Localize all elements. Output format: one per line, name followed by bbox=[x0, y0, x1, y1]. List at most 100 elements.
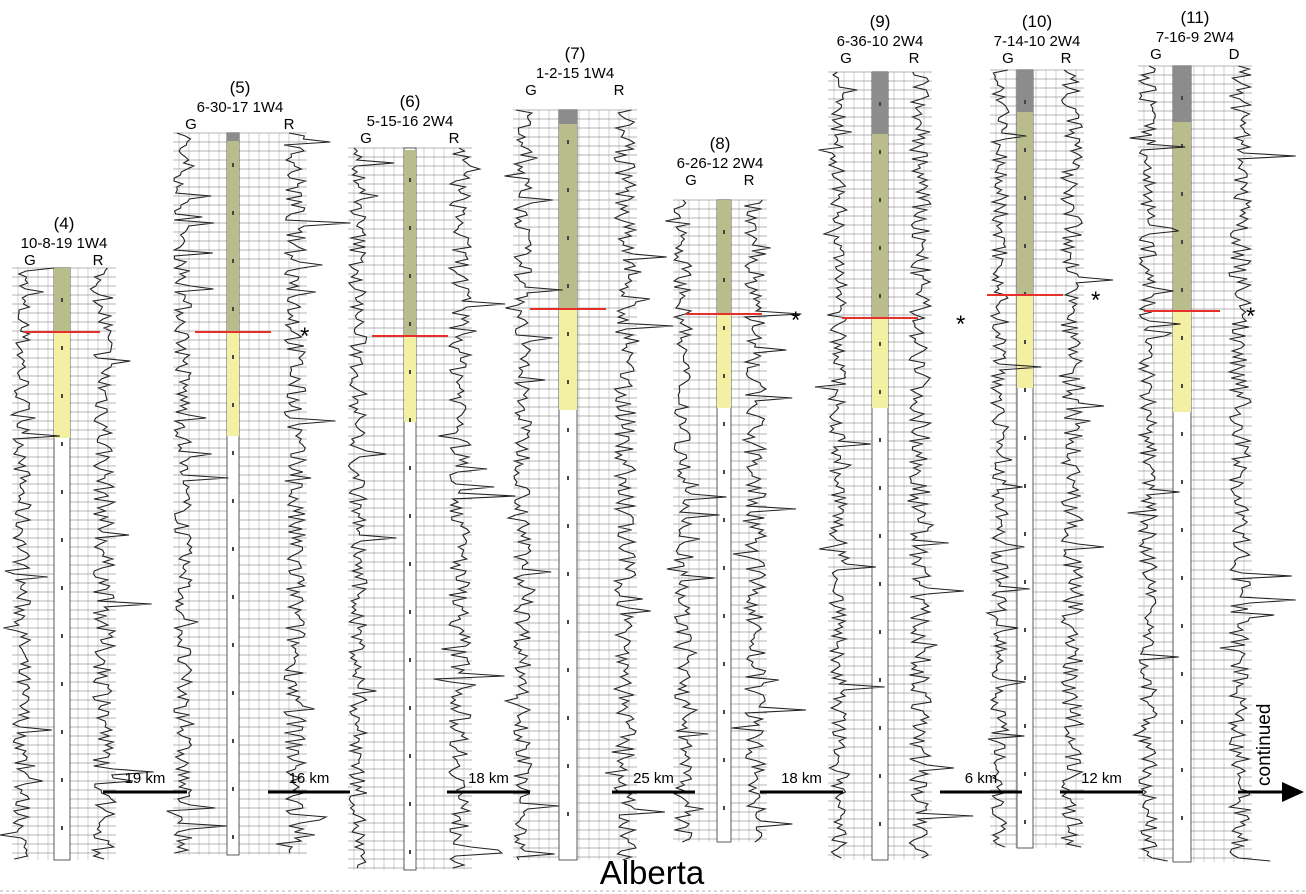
distance-label: 19 km bbox=[125, 770, 166, 787]
well-location: 7-16-9 2W4 bbox=[1156, 29, 1234, 46]
distance-connector: 18 km bbox=[760, 770, 843, 794]
distance-label: 25 km bbox=[633, 770, 674, 787]
track-label-right: R bbox=[744, 172, 755, 189]
gray-interval bbox=[1173, 66, 1191, 122]
well-location: 5-15-16 2W4 bbox=[367, 113, 454, 130]
track-label-right: D bbox=[1229, 46, 1240, 63]
resistivity-log-curve bbox=[907, 71, 974, 859]
well-number: (5) bbox=[230, 78, 251, 97]
gamma-log-curve bbox=[0, 267, 60, 860]
distance-connector: 12 km bbox=[1060, 770, 1143, 794]
track-label-left: G bbox=[185, 116, 197, 133]
yellow-interval bbox=[872, 318, 888, 408]
gray-interval bbox=[1017, 70, 1033, 112]
distance-label: 12 km bbox=[1081, 770, 1122, 787]
track-label-right: R bbox=[284, 116, 295, 133]
resistivity-log-curve bbox=[89, 267, 154, 860]
yellow-interval bbox=[717, 314, 731, 408]
distance-label: 6 km bbox=[965, 770, 998, 787]
gamma-log-curve bbox=[166, 132, 229, 854]
continued-arrow: continued bbox=[1238, 704, 1304, 802]
distance-label: 18 km bbox=[468, 770, 509, 787]
well-location: 1-2-15 1W4 bbox=[536, 65, 614, 82]
gamma-log-curve bbox=[985, 69, 1042, 848]
track-label-right: R bbox=[614, 82, 625, 99]
distance-connector: 18 km bbox=[447, 770, 530, 794]
continued-label: continued bbox=[1254, 704, 1275, 786]
olive-interval bbox=[227, 141, 239, 332]
track-label-left: G bbox=[24, 252, 36, 269]
resistivity-log-curve bbox=[605, 109, 674, 861]
asterisk-marker: * bbox=[1246, 303, 1255, 330]
asterisk-marker: * bbox=[300, 323, 309, 350]
track-label-right: R bbox=[93, 252, 104, 269]
well-number: (11) bbox=[1181, 8, 1210, 27]
distance-label: 16 km bbox=[289, 770, 330, 787]
resistivity-log-curve bbox=[276, 132, 351, 854]
olive-interval bbox=[717, 200, 731, 314]
continued-arrow-head bbox=[1282, 782, 1304, 802]
well-number: (4) bbox=[54, 214, 75, 233]
well-number: (8) bbox=[710, 134, 731, 153]
track-label-left: G bbox=[685, 172, 697, 189]
well-location: 6-36-10 2W4 bbox=[837, 33, 924, 50]
distance-connector: 6 km bbox=[940, 770, 1022, 794]
gamma-log-curve bbox=[503, 109, 563, 861]
track-label-left: G bbox=[1150, 46, 1162, 63]
well-location: 6-26-12 2W4 bbox=[677, 155, 764, 172]
region-title: Alberta bbox=[600, 854, 705, 891]
gamma-log-curve bbox=[347, 147, 397, 869]
track-label-right: R bbox=[1061, 50, 1072, 67]
track-label-left: G bbox=[360, 130, 372, 147]
yellow-interval bbox=[559, 309, 577, 410]
yellow-interval bbox=[227, 332, 239, 436]
asterisk-marker: * bbox=[791, 307, 800, 334]
yellow-interval bbox=[1173, 311, 1191, 412]
resistivity-log-curve bbox=[1058, 69, 1114, 848]
yellow-interval bbox=[404, 336, 416, 422]
track-label-right: R bbox=[909, 50, 920, 67]
distance-connector: 19 km bbox=[103, 770, 187, 794]
yellow-interval bbox=[54, 332, 70, 438]
well-location: 10-8-19 1W4 bbox=[21, 235, 108, 252]
well-number: (10) bbox=[1022, 12, 1052, 31]
track-label-right: R bbox=[449, 130, 460, 147]
resistivity-log-curve bbox=[1219, 65, 1296, 862]
gamma-log-curve bbox=[814, 71, 885, 859]
track-label-left: G bbox=[1002, 50, 1014, 67]
distance-connector: 16 km bbox=[268, 770, 350, 794]
resistivity-log-curve bbox=[433, 147, 516, 869]
distance-connector: 25 km bbox=[612, 770, 695, 794]
olive-interval bbox=[1173, 122, 1191, 311]
well-number: (9) bbox=[870, 12, 891, 31]
resistivity-log-curve bbox=[731, 199, 806, 843]
gamma-log-curve bbox=[1127, 65, 1186, 862]
asterisk-marker: * bbox=[1091, 287, 1100, 314]
log-grid bbox=[173, 132, 307, 855]
well-location: 6-30-17 1W4 bbox=[197, 99, 284, 116]
well-number: (6) bbox=[400, 92, 421, 111]
well-number: (7) bbox=[565, 44, 586, 63]
olive-interval bbox=[559, 124, 577, 309]
log-grid bbox=[990, 69, 1084, 848]
distance-connectors: 19 km 16 km 18 km 25 km 18 km 6 km 12 km bbox=[103, 770, 1143, 794]
olive-interval bbox=[404, 150, 416, 336]
gamma-log-curve bbox=[665, 199, 727, 843]
asterisk-marker: * bbox=[956, 311, 965, 338]
gray-interval bbox=[559, 110, 577, 124]
distance-label: 18 km bbox=[781, 770, 822, 787]
track-label-left: G bbox=[840, 50, 852, 67]
olive-interval bbox=[1017, 112, 1033, 295]
track-label-left: G bbox=[525, 82, 537, 99]
gray-interval bbox=[227, 133, 239, 141]
